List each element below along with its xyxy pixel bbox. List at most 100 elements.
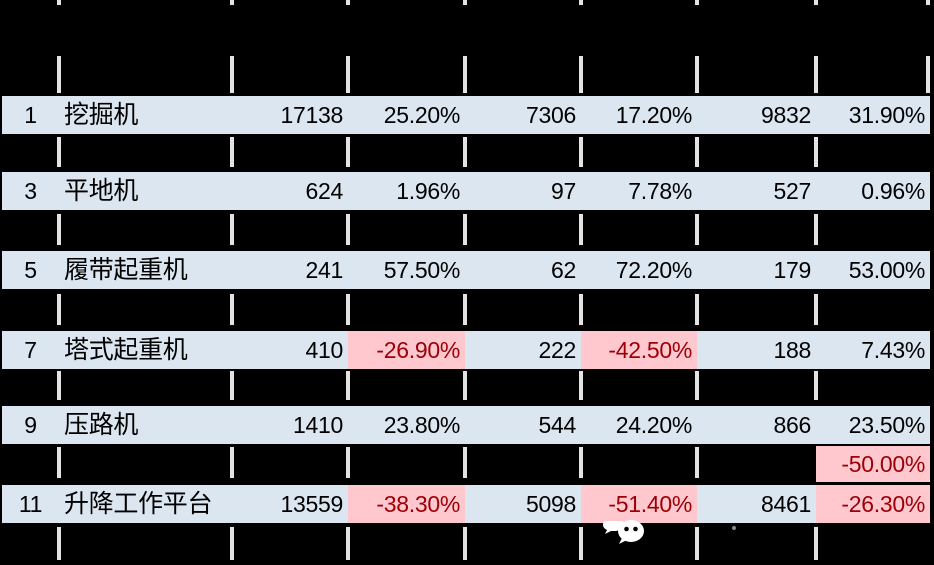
column-tick — [57, 447, 61, 478]
value-cell[interactable]: 624 — [305, 178, 344, 204]
column-tick — [463, 56, 467, 93]
column-tick — [230, 447, 234, 478]
column-tick — [463, 447, 467, 478]
value-cell[interactable]: 866 — [773, 412, 812, 438]
gridline-band — [2, 214, 930, 245]
column-tick — [346, 527, 350, 560]
value-cell[interactable]: 1410 — [293, 412, 343, 438]
value-cell[interactable]: 241 — [305, 257, 344, 283]
value-cell[interactable]: 17138 — [280, 102, 344, 128]
gridline-band — [2, 371, 930, 400]
column-tick — [695, 56, 699, 93]
column-tick — [926, 0, 930, 5]
column-tick — [230, 137, 234, 167]
column-tick — [695, 447, 699, 478]
column-tick — [579, 294, 583, 325]
table-row: 11 升降工作平台 13559 -38.30% 5098 -51.40% 846… — [2, 485, 930, 523]
negative-percent-cell[interactable]: -42.50% — [581, 331, 697, 369]
percent-cell[interactable]: 24.20% — [615, 412, 693, 438]
column-tick — [463, 294, 467, 325]
column-tick — [463, 527, 467, 560]
row-number-cell[interactable]: 7 — [24, 337, 37, 363]
negative-percent-cell[interactable]: -51.40% — [581, 485, 697, 523]
negative-percent-cell[interactable]: -38.30% — [348, 485, 465, 523]
table-row: 7 塔式起重机 410 -26.90% 222 -42.50% 188 7.43… — [2, 331, 930, 369]
column-tick — [814, 56, 818, 93]
column-tick — [57, 137, 61, 167]
value-cell[interactable]: 7306 — [526, 102, 576, 128]
percent-cell[interactable]: 72.20% — [615, 257, 693, 283]
wechat-icon — [603, 520, 644, 544]
value-cell[interactable]: 527 — [773, 178, 812, 204]
gridline-band — [2, 527, 930, 560]
row-number-cell[interactable]: 5 — [24, 257, 37, 283]
hidden-row-negative-percent-cell[interactable]: -50.00% — [816, 446, 930, 482]
negative-percent-cell[interactable]: -26.90% — [348, 331, 465, 369]
value-cell[interactable]: 544 — [538, 412, 577, 438]
gridline-band — [2, 294, 930, 325]
row-number-cell[interactable]: 9 — [24, 412, 37, 438]
gridline-band — [2, 137, 930, 167]
percent-cell[interactable]: 23.80% — [383, 412, 461, 438]
value-cell[interactable]: 188 — [773, 337, 812, 363]
column-tick — [463, 214, 467, 245]
column-tick — [814, 0, 818, 5]
gray-dot-icon — [732, 526, 736, 530]
value-cell[interactable]: 222 — [538, 337, 577, 363]
percent-cell[interactable]: 7.78% — [628, 178, 692, 204]
value-cell[interactable]: 62 — [551, 257, 576, 283]
percent-cell[interactable]: 31.90% — [848, 102, 926, 128]
machine-name-cell[interactable]: 塔式起重机 — [64, 336, 188, 364]
machine-name-cell[interactable]: 履带起重机 — [64, 256, 188, 284]
percent-cell[interactable]: 57.50% — [383, 257, 461, 283]
machine-name-cell[interactable]: 平地机 — [64, 177, 139, 205]
machine-name-cell[interactable]: 压路机 — [64, 411, 139, 439]
column-tick — [814, 137, 818, 167]
percent-cell[interactable]: 17.20% — [615, 102, 693, 128]
column-tick — [814, 371, 818, 400]
column-tick — [814, 527, 818, 560]
column-tick — [695, 214, 699, 245]
percent-cell[interactable]: 7.43% — [861, 337, 925, 363]
column-tick — [814, 214, 818, 245]
value-cell[interactable]: 9832 — [761, 102, 811, 128]
table-row: 5 履带起重机 241 57.50% 62 72.20% 179 53.00% — [2, 251, 930, 289]
column-tick — [579, 56, 583, 93]
column-tick — [695, 294, 699, 325]
column-tick — [230, 56, 234, 93]
machine-name-cell[interactable]: 挖掘机 — [64, 101, 139, 129]
percent-cell[interactable]: 0.96% — [861, 178, 925, 204]
table-row: 1 挖掘机 17138 25.20% 7306 17.20% 9832 31.9… — [2, 96, 930, 134]
column-tick — [579, 0, 583, 5]
percent-cell[interactable]: 1.96% — [396, 178, 460, 204]
percent-cell[interactable]: 53.00% — [848, 257, 926, 283]
value-cell[interactable]: 410 — [305, 337, 344, 363]
column-tick — [579, 527, 583, 560]
gridline-band — [2, 56, 930, 93]
value-cell[interactable]: 8461 — [761, 491, 811, 517]
row-number-cell[interactable]: 1 — [24, 102, 37, 128]
column-tick — [346, 0, 350, 5]
percent-cell[interactable]: 25.20% — [383, 102, 461, 128]
value-cell[interactable]: 13559 — [280, 491, 344, 517]
value-cell[interactable]: 97 — [551, 178, 576, 204]
row-number-cell[interactable]: 3 — [24, 178, 37, 204]
column-tick — [57, 527, 61, 560]
column-tick — [463, 0, 467, 5]
column-tick — [57, 371, 61, 400]
table-row: 3 平地机 624 1.96% 97 7.78% 527 0.96% — [2, 172, 930, 210]
column-tick — [230, 371, 234, 400]
column-tick — [814, 294, 818, 325]
column-tick — [346, 371, 350, 400]
machine-name-cell[interactable]: 升降工作平台 — [64, 490, 213, 518]
percent-cell[interactable]: 23.50% — [848, 412, 926, 438]
negative-percent-cell[interactable]: -26.30% — [816, 485, 930, 523]
value-cell[interactable]: 5098 — [526, 491, 576, 517]
value-cell[interactable]: 179 — [773, 257, 812, 283]
row-number-cell[interactable]: 11 — [18, 491, 43, 517]
column-tick — [926, 56, 930, 93]
column-tick — [463, 137, 467, 167]
column-tick — [463, 371, 467, 400]
column-tick — [57, 0, 61, 5]
